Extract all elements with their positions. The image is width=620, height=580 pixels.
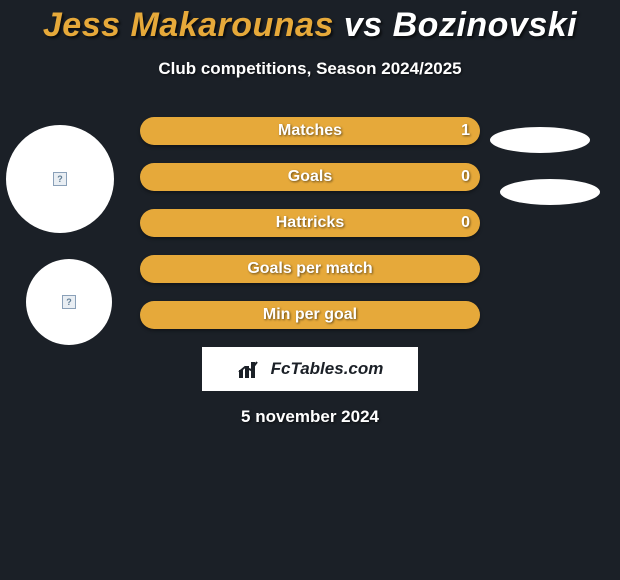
stat-bar-matches: Matches 1 <box>140 117 480 145</box>
title-vs: vs <box>344 6 383 44</box>
stat-label: Min per goal <box>140 301 480 329</box>
stat-bars: Matches 1 Goals 0 Hattricks 0 Goals per … <box>140 117 480 329</box>
stat-bar-goals-per-match: Goals per match <box>140 255 480 283</box>
stat-bar-hattricks: Hattricks 0 <box>140 209 480 237</box>
page-title: Jess Makarounas vs Bozinovski <box>0 0 620 45</box>
title-player2: Bozinovski <box>393 6 577 44</box>
stat-bar-goals: Goals 0 <box>140 163 480 191</box>
stat-label: Matches <box>140 117 480 145</box>
stat-label: Goals per match <box>140 255 480 283</box>
comparison-arena: Matches 1 Goals 0 Hattricks 0 Goals per … <box>0 117 620 329</box>
blob-decoration-2 <box>500 179 600 205</box>
avatar-player1 <box>6 125 114 233</box>
avatar-player2 <box>26 259 112 345</box>
stat-label: Hattricks <box>140 209 480 237</box>
image-placeholder-icon <box>62 295 76 309</box>
brand-bars-icon <box>237 358 265 380</box>
comparison-card: Jess Makarounas vs Bozinovski Club compe… <box>0 0 620 580</box>
stat-bar-min-per-goal: Min per goal <box>140 301 480 329</box>
stat-value: 0 <box>461 209 470 237</box>
stat-value: 1 <box>461 117 470 145</box>
subtitle: Club competitions, Season 2024/2025 <box>0 59 620 79</box>
image-placeholder-icon <box>53 172 67 186</box>
brand-badge: FcTables.com <box>202 347 418 391</box>
brand-text: FcTables.com <box>271 359 384 379</box>
stat-value: 0 <box>461 163 470 191</box>
stat-label: Goals <box>140 163 480 191</box>
blob-decoration-1 <box>490 127 590 153</box>
snapshot-date: 5 november 2024 <box>0 407 620 427</box>
title-player1: Jess Makarounas <box>43 6 334 44</box>
